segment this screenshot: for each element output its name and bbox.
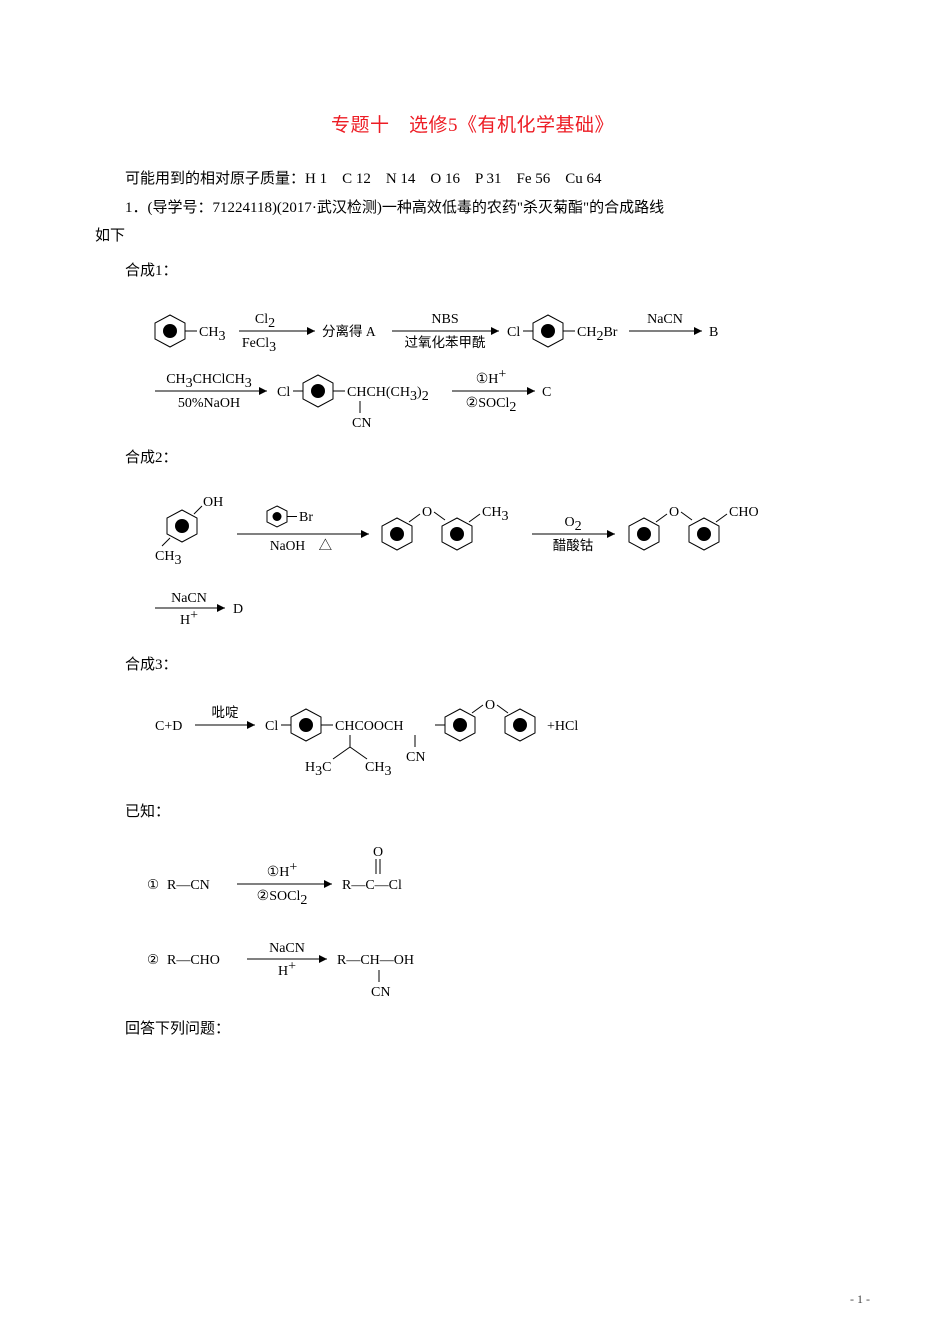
svg-text:醋酸钴: 醋酸钴 bbox=[553, 538, 594, 553]
svg-text:O: O bbox=[422, 505, 432, 520]
svg-text:②SOCl2: ②SOCl2 bbox=[466, 396, 517, 415]
svg-text:NaOH △: NaOH △ bbox=[270, 538, 333, 553]
svg-text:CN: CN bbox=[371, 985, 390, 1000]
svg-text:H3C: H3C bbox=[305, 760, 331, 779]
svg-text:CN: CN bbox=[406, 750, 425, 765]
svg-text:Cl: Cl bbox=[265, 719, 278, 734]
page-title: 专题十 选修5《有机化学基础》 bbox=[95, 110, 850, 137]
svg-text:Cl2: Cl2 bbox=[255, 312, 275, 331]
svg-text:+HCl: +HCl bbox=[547, 719, 578, 734]
svg-text:过氧化苯甲酰: 过氧化苯甲酰 bbox=[405, 335, 486, 350]
label-synth1: 合成1： bbox=[95, 255, 850, 288]
synth1-diagram: CH3 Cl2 FeCl3 分离得 A NBS 过氧化苯甲酰 Cl CH2Br bbox=[147, 303, 850, 438]
svg-text:R—CN: R—CN bbox=[167, 878, 210, 893]
svg-text:CH2Br: CH2Br bbox=[577, 325, 618, 344]
svg-text:Br: Br bbox=[299, 510, 313, 525]
svg-text:FeCl3: FeCl3 bbox=[242, 336, 276, 355]
svg-text:Cl: Cl bbox=[507, 325, 520, 340]
label-synth2: 合成2： bbox=[95, 442, 850, 475]
label-answer: 回答下列问题： bbox=[95, 1013, 850, 1046]
svg-text:50%NaOH: 50%NaOH bbox=[178, 396, 240, 411]
svg-text:R—CHO: R—CHO bbox=[167, 953, 220, 968]
svg-text:C: C bbox=[542, 385, 551, 400]
question-intro-1: 1．(导学号：71224118)(2017·武汉检测)一种高效低毒的农药"杀灭菊… bbox=[95, 194, 850, 223]
svg-text:CH3: CH3 bbox=[155, 549, 181, 568]
svg-text:CN: CN bbox=[352, 416, 371, 431]
svg-text:D: D bbox=[233, 602, 243, 617]
label-known: 已知： bbox=[95, 796, 850, 829]
atomic-mass-line: 可能用到的相对原子质量：H 1 C 12 N 14 O 16 P 31 Fe 5… bbox=[95, 165, 850, 194]
known-diagram: ① R—CN ①H+ ②SOCl2 R—C—Cl O ② R—CHO NaCN … bbox=[147, 844, 850, 1009]
svg-text:CH3: CH3 bbox=[365, 760, 391, 779]
page-number: - 1 - bbox=[850, 1292, 870, 1307]
label-synth3: 合成3： bbox=[95, 649, 850, 682]
svg-text:CHCOOCH: CHCOOCH bbox=[335, 719, 403, 734]
svg-text:②: ② bbox=[147, 952, 159, 967]
svg-text:Cl: Cl bbox=[277, 385, 290, 400]
svg-text:R—CH—OH: R—CH—OH bbox=[337, 953, 414, 968]
svg-text:O: O bbox=[485, 698, 495, 713]
svg-text:H+: H+ bbox=[180, 608, 198, 628]
svg-text:CH3CHClCH3: CH3CHClCH3 bbox=[166, 372, 252, 391]
svg-text:O: O bbox=[669, 505, 679, 520]
svg-text:CHO: CHO bbox=[729, 505, 759, 520]
svg-text:R—C—Cl: R—C—Cl bbox=[342, 878, 402, 893]
svg-text:①: ① bbox=[147, 877, 159, 892]
svg-text:O2: O2 bbox=[564, 515, 581, 534]
svg-text:分离得 A: 分离得 A bbox=[322, 323, 376, 339]
svg-text:CH3: CH3 bbox=[482, 505, 508, 524]
synth2-diagram: OH CH3 Br NaOH △ O bbox=[147, 490, 850, 645]
svg-text:NaCN: NaCN bbox=[269, 941, 305, 956]
svg-text:B: B bbox=[709, 325, 718, 340]
svg-text:吡啶: 吡啶 bbox=[212, 705, 239, 720]
question-intro-2: 如下 bbox=[95, 222, 850, 251]
svg-text:OH: OH bbox=[203, 495, 223, 510]
svg-text:NaCN: NaCN bbox=[647, 312, 683, 327]
svg-text:O: O bbox=[373, 845, 383, 860]
svg-text:①H+: ①H+ bbox=[476, 367, 507, 387]
svg-text:NBS: NBS bbox=[431, 312, 458, 327]
svg-text:CH3: CH3 bbox=[199, 325, 225, 344]
synth3-diagram: C+D 吡啶 Cl CHCOOCH H3C CH3 CN bbox=[147, 697, 850, 792]
svg-text:NaCN: NaCN bbox=[171, 591, 207, 606]
svg-text:①H+: ①H+ bbox=[267, 860, 298, 880]
svg-text:H+: H+ bbox=[278, 959, 296, 979]
svg-text:②SOCl2: ②SOCl2 bbox=[257, 889, 308, 908]
svg-text:CHCH(CH3)2: CHCH(CH3)2 bbox=[347, 385, 429, 404]
svg-text:C+D: C+D bbox=[155, 719, 182, 734]
